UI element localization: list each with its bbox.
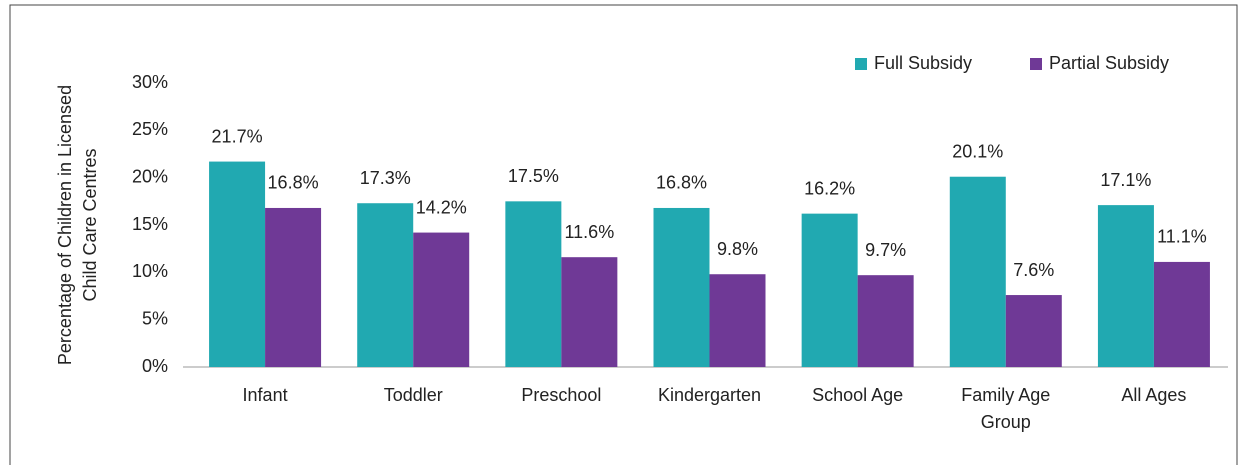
y-tick-label: 5% bbox=[142, 308, 168, 328]
y-tick-label: 10% bbox=[132, 261, 168, 281]
x-tick-label: All Ages bbox=[1121, 385, 1186, 405]
bar bbox=[357, 203, 414, 367]
x-tick-label: Infant bbox=[243, 385, 288, 405]
y-tick-label: 25% bbox=[132, 119, 168, 139]
bar bbox=[709, 274, 766, 367]
bar bbox=[505, 201, 562, 367]
x-tick-label: Family Age Group bbox=[961, 385, 1050, 432]
bar bbox=[1005, 295, 1062, 367]
data-label: 9.7% bbox=[865, 240, 906, 260]
data-label: 14.2% bbox=[416, 197, 467, 217]
x-tick-label: School Age bbox=[812, 385, 903, 405]
data-label: 17.1% bbox=[1100, 170, 1151, 190]
data-label: 16.8% bbox=[268, 173, 319, 193]
y-tick-label: 0% bbox=[142, 356, 168, 376]
data-label: 17.3% bbox=[360, 168, 411, 188]
data-label: 21.7% bbox=[212, 126, 263, 146]
bar bbox=[801, 213, 858, 367]
data-label: 20.1% bbox=[952, 141, 1003, 161]
y-tick-label: 15% bbox=[132, 214, 168, 234]
legend-swatch bbox=[1030, 58, 1042, 70]
y-tick-label: 30% bbox=[132, 72, 168, 92]
bar bbox=[561, 257, 618, 367]
data-label: 16.8% bbox=[656, 173, 707, 193]
bar bbox=[1097, 205, 1154, 367]
data-label: 9.8% bbox=[717, 239, 758, 259]
y-tick-label: 20% bbox=[132, 166, 168, 186]
x-tick-label: Kindergarten bbox=[658, 385, 761, 405]
bar bbox=[265, 207, 322, 367]
bar bbox=[413, 232, 470, 367]
y-axis-label: Percentage of Children in Licensed bbox=[55, 85, 75, 365]
bar bbox=[857, 275, 914, 367]
bar bbox=[653, 207, 710, 367]
bar bbox=[1153, 261, 1210, 367]
data-label: 11.6% bbox=[565, 222, 615, 242]
bar bbox=[209, 161, 266, 367]
chart-border bbox=[9, 4, 1238, 465]
legend-label: Full Subsidy bbox=[874, 53, 972, 73]
data-label: 11.1% bbox=[1157, 227, 1207, 247]
legend-swatch bbox=[855, 58, 867, 70]
y-axis-label: Child Care Centres bbox=[80, 148, 100, 301]
x-tick-label: Preschool bbox=[521, 385, 601, 405]
x-tick-label: Toddler bbox=[384, 385, 443, 405]
legend-label: Partial Subsidy bbox=[1049, 53, 1169, 73]
data-label: 17.5% bbox=[508, 166, 559, 186]
data-label: 16.2% bbox=[804, 178, 855, 198]
data-label: 7.6% bbox=[1013, 260, 1054, 280]
bar bbox=[949, 176, 1006, 367]
